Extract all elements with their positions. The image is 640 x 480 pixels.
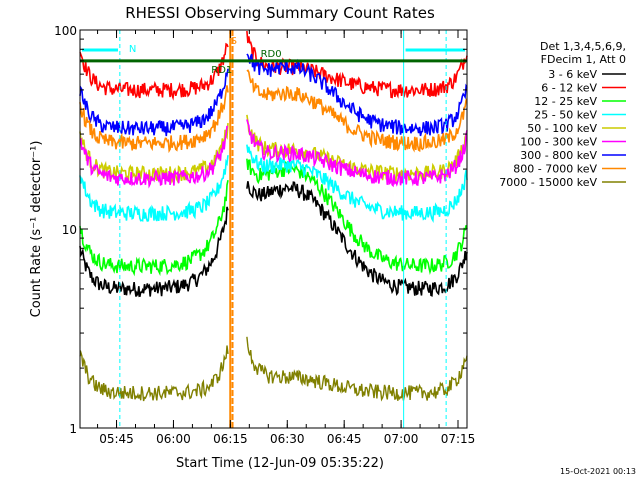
x-tick-label-2: 06:15 bbox=[213, 432, 248, 446]
legend-label-6: 300 - 800 keV bbox=[520, 149, 597, 162]
annotation-s: S bbox=[231, 36, 237, 47]
series-line-5 bbox=[79, 119, 468, 189]
chart-title: RHESSI Observing Summary Count Rates bbox=[125, 4, 435, 22]
annotation-n: N bbox=[129, 44, 136, 55]
legend-label-8: 7000 - 15000 keV bbox=[499, 176, 597, 189]
x-tick-label-0: 05:45 bbox=[99, 432, 134, 446]
x-tick-label-5: 07:00 bbox=[384, 432, 419, 446]
x-tick-label-1: 06:00 bbox=[156, 432, 191, 446]
legend-header-0: Det 1,3,4,5,6,9, bbox=[540, 40, 626, 53]
y-axis-label: Count Rate (s⁻¹ detector⁻¹) bbox=[29, 141, 44, 318]
series-line-2 bbox=[79, 158, 468, 277]
marker-layer: N S RD1 RD0 bbox=[80, 30, 467, 428]
legend: Det 1,3,4,5,6,9,FDecim 1, Att 0 3 - 6 keV… bbox=[499, 40, 626, 189]
x-tick-label-3: 06:30 bbox=[270, 432, 305, 446]
y-tick-label-2: 1 bbox=[69, 422, 77, 436]
legend-label-4: 50 - 100 keV bbox=[527, 122, 597, 135]
legend-header-1: FDecim 1, Att 0 bbox=[541, 53, 626, 66]
legend-label-2: 12 - 25 keV bbox=[534, 95, 597, 108]
y-tick-label-0: 100 bbox=[54, 24, 77, 38]
y-tick-label-1: 10 bbox=[62, 223, 77, 237]
series-layer bbox=[79, 30, 468, 402]
annotation-rd0: RD0 bbox=[261, 49, 282, 60]
annotation-rd1: RD1 bbox=[211, 65, 232, 76]
legend-label-7: 800 - 7000 keV bbox=[513, 163, 597, 176]
legend-label-5: 100 - 300 keV bbox=[520, 136, 597, 149]
tick-layer: 05:45 06:00 06:15 06:30 06:45 07:00 07:15 100 10… bbox=[54, 24, 475, 446]
x-axis-label: Start Time (12-Jun-09 05:35:22) bbox=[176, 456, 384, 471]
legend-label-1: 6 - 12 keV bbox=[541, 82, 597, 95]
series-line-1 bbox=[79, 30, 468, 101]
footer-date: 15-Oct-2021 00:13 bbox=[560, 467, 636, 476]
x-tick-label-6: 07:15 bbox=[441, 432, 476, 446]
series-line-0 bbox=[79, 181, 468, 298]
legend-label-0: 3 - 6 keV bbox=[548, 68, 597, 81]
legend-label-3: 25 - 50 keV bbox=[534, 109, 597, 122]
x-tick-label-4: 06:45 bbox=[327, 432, 362, 446]
series-line-6 bbox=[79, 53, 468, 137]
series-line-8 bbox=[79, 336, 468, 402]
series-line-7 bbox=[79, 69, 468, 154]
